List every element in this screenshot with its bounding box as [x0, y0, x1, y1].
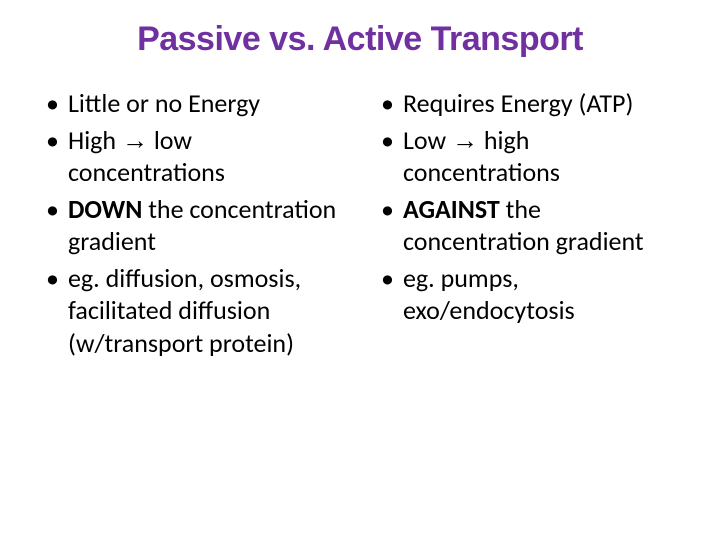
left-list: Little or no Energy High → low concentra…: [40, 87, 345, 359]
item-bold-text: AGAINST: [403, 193, 500, 225]
list-item: eg. pumps, exo/endocytosis: [375, 262, 680, 327]
list-item: DOWN the concentration gradient: [40, 193, 345, 258]
item-text: Little or no Energy: [68, 87, 260, 119]
content-columns: Little or no Energy High → low concentra…: [40, 87, 680, 363]
list-item: eg. diffusion, osmosis, facilitated diff…: [40, 262, 345, 360]
item-text: eg. pumps, exo/endocytosis: [403, 262, 575, 327]
item-text: Low: [403, 124, 452, 156]
arrow-icon: →: [452, 125, 478, 155]
right-column: Requires Energy (ATP) Low → high concent…: [375, 87, 680, 363]
slide-title: Passive vs. Active Transport: [40, 20, 680, 59]
list-item: Low → high concentrations: [375, 124, 680, 189]
slide: Passive vs. Active Transport Little or n…: [0, 0, 720, 540]
list-item: AGAINST the concentration gradient: [375, 193, 680, 258]
list-item: High → low concentrations: [40, 124, 345, 189]
list-item: Little or no Energy: [40, 87, 345, 120]
left-column: Little or no Energy High → low concentra…: [40, 87, 345, 363]
item-text: Requires Energy (ATP): [403, 87, 633, 119]
item-bold-text: DOWN: [68, 193, 142, 225]
item-text: High: [68, 124, 122, 156]
arrow-icon: →: [122, 125, 148, 155]
list-item: Requires Energy (ATP): [375, 87, 680, 120]
right-list: Requires Energy (ATP) Low → high concent…: [375, 87, 680, 327]
item-text: eg. diffusion, osmosis, facilitated diff…: [68, 262, 301, 359]
